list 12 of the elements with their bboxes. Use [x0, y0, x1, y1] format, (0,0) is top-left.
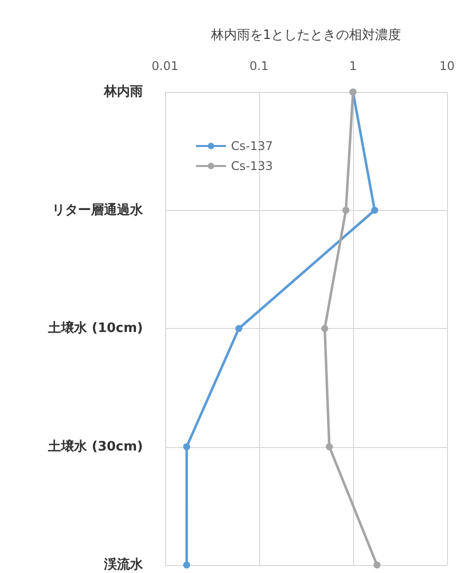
- y-tick-label: リター層通過水: [52, 202, 144, 218]
- y-tick-label: 渓流水: [103, 556, 144, 572]
- x-tick-label: 1: [349, 59, 357, 73]
- y-tick-label: 林内雨: [103, 84, 143, 100]
- legend-label: Cs-137: [231, 139, 273, 153]
- x-tick-label: 0.01: [152, 59, 178, 73]
- x-axis-title: 林内雨を1としたときの相対濃度: [210, 27, 402, 43]
- legend-label: Cs-133: [231, 159, 273, 173]
- y-tick-label: 土壌水 (10cm): [47, 320, 143, 336]
- y-tick-label: 土壌水 (30cm): [47, 438, 143, 454]
- x-tick-label: 10: [439, 59, 455, 73]
- x-tick-label: 0.1: [249, 59, 269, 73]
